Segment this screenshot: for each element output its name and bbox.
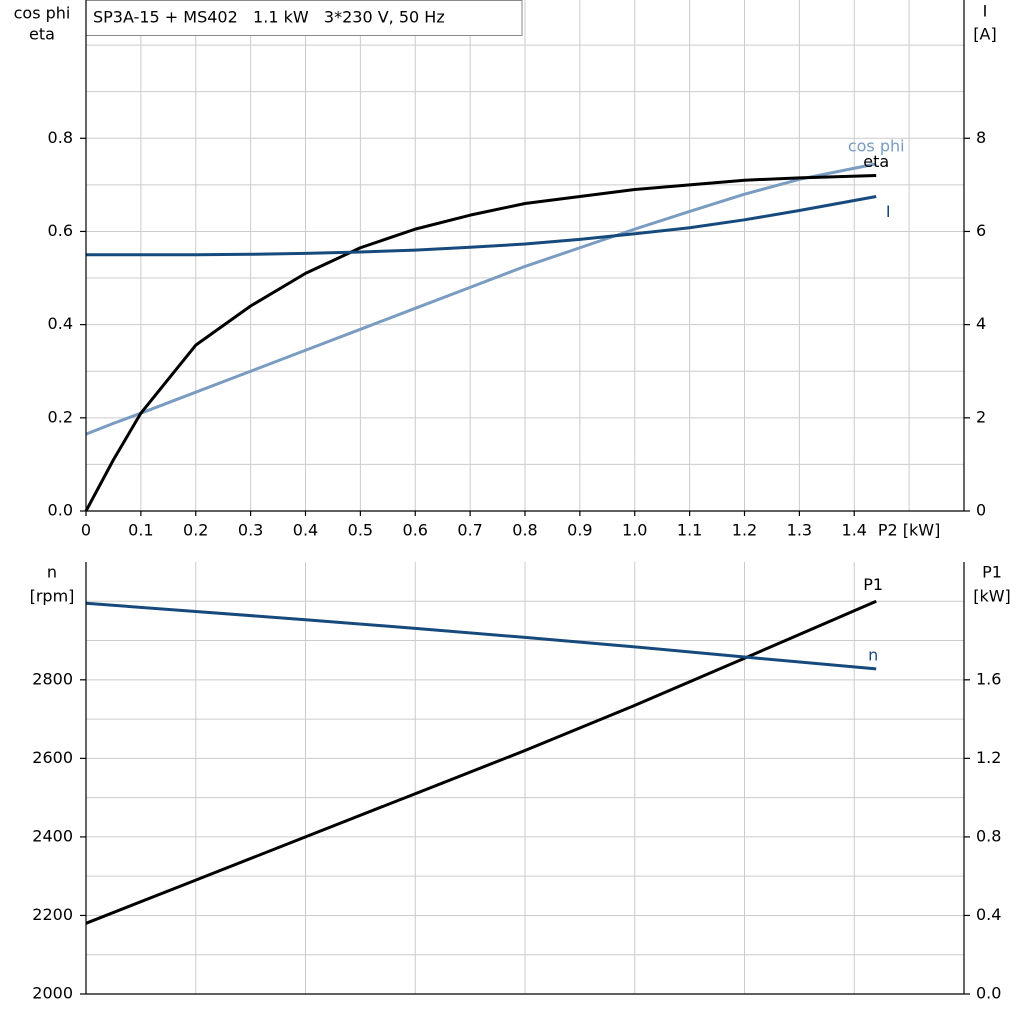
y-axis-label: eta [29, 25, 55, 44]
series-line [85, 601, 877, 671]
series-label: n [868, 645, 878, 664]
y-tick-label: 0.0 [48, 501, 73, 520]
x-axis-label: P2 [kW] [878, 521, 940, 540]
x-tick-label: 0.3 [238, 521, 263, 540]
series-label: cos phi [848, 136, 905, 155]
title-box [85, 0, 523, 36]
x-tick-label: 1.4 [842, 521, 867, 540]
x-tick-label: 0.6 [403, 521, 428, 540]
y-axis-label: cos phi [14, 4, 71, 23]
y2-tick-label: 0.4 [976, 905, 1001, 924]
y2-tick-label: 2 [976, 407, 986, 426]
series-line [85, 162, 877, 436]
y-tick-label: 0.2 [48, 407, 73, 426]
y-tick-label: 2200 [32, 905, 73, 924]
series-line [86, 195, 877, 257]
x-tick-label: 0.1 [128, 521, 153, 540]
series-label: I [886, 202, 891, 221]
x-tick-label: 1.3 [787, 521, 812, 540]
y2-axis-label: [kW] [973, 587, 1011, 606]
y-tick-label: 0.4 [48, 314, 73, 333]
y2-tick-label: 1.6 [976, 669, 1001, 688]
series-line [85, 599, 877, 925]
y-tick-label: 0.8 [48, 128, 73, 147]
y-tick-label: 2000 [32, 984, 73, 1003]
x-tick-label: 0.9 [567, 521, 592, 540]
y2-tick-label: 0 [976, 501, 986, 520]
y2-tick-label: 4 [976, 314, 986, 333]
y-tick-label: 2600 [32, 748, 73, 767]
mark-layer [84, 162, 877, 925]
x-tick-label: 1.0 [622, 521, 647, 540]
x-tick-label: 0.7 [457, 521, 482, 540]
y2-axis-label: [A] [973, 25, 996, 44]
y2-tick-label: 8 [976, 128, 986, 147]
y2-tick-label: 0.8 [976, 826, 1001, 845]
x-tick-label: 1.1 [677, 521, 702, 540]
x-tick-label: 1.2 [732, 521, 757, 540]
x-tick-label: 0.4 [293, 521, 318, 540]
series-label: P1 [863, 575, 883, 594]
y-axis-label: n [47, 563, 57, 582]
x-tick-label: 0.8 [512, 521, 537, 540]
x-tick-label: 0 [81, 521, 91, 540]
y2-tick-label: 0.0 [976, 984, 1001, 1003]
y-tick-label: 0.6 [48, 221, 73, 240]
x-tick-label: 0.5 [348, 521, 373, 540]
series-line [84, 174, 877, 512]
x-tick-label: 0.2 [183, 521, 208, 540]
y-tick-label: 2800 [32, 669, 73, 688]
y2-axis-label: P1 [982, 563, 1002, 582]
y-tick-label: 2400 [32, 826, 73, 845]
y2-axis-label: I [983, 2, 988, 21]
y2-tick-label: 6 [976, 221, 986, 240]
y2-tick-label: 1.2 [976, 748, 1001, 767]
series-label: eta [863, 152, 889, 171]
chart-title: SP3A-15 + MS402 1.1 kW 3*230 V, 50 Hz [93, 8, 445, 27]
y-axis-label: [rpm] [30, 587, 75, 606]
grid-layer [85, 0, 964, 995]
